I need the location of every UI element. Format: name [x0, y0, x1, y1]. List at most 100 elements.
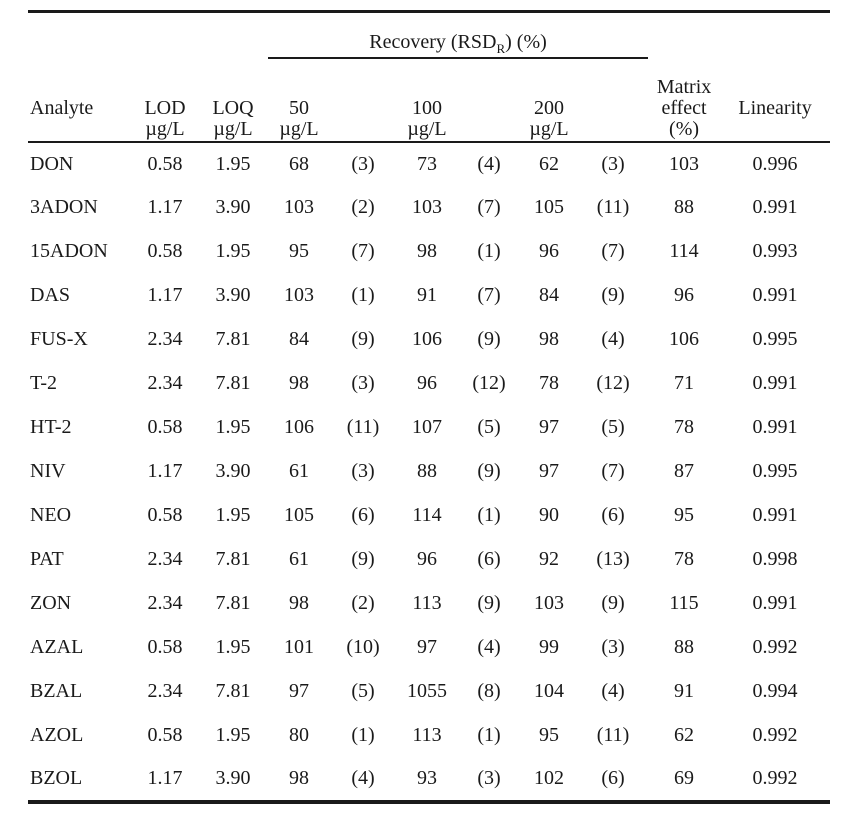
recovery-100-cell: 114: [412, 504, 442, 526]
analyte-cell: BZOL: [30, 767, 83, 789]
table-body: DON 0.58 1.95 68 (3) 73 (4) 62 (3) 103 0…: [28, 142, 830, 802]
recovery-200-rsd-cell: (7): [601, 240, 625, 262]
loq-cell: 3.90: [215, 767, 251, 789]
loq-label: LOQ: [212, 96, 254, 119]
recovery-200-cell: 99: [539, 636, 559, 658]
matrix-effect-cell: 71: [674, 372, 695, 394]
lod-cell: 1.17: [147, 767, 183, 789]
loq-unit: µg/L: [213, 117, 253, 140]
lod-label: LOD: [144, 96, 186, 119]
recovery-200-rsd-cell: (9): [601, 284, 625, 306]
table-header: Recovery (RSDR) (%) Analyte LOD µg/L LOQ…: [28, 11, 831, 143]
lod-unit: µg/L: [145, 117, 185, 140]
recovery-50-cell: 84: [289, 328, 309, 350]
recovery-100-rsd-cell: (4): [477, 636, 501, 658]
recovery-200-rsd-header-spacer: [578, 57, 649, 143]
loq-cell: 7.81: [215, 372, 251, 394]
recovery-100-cell: 106: [412, 328, 442, 350]
recovery-100-rsd-cell: (7): [477, 196, 501, 218]
recovery-label-suffix: ) (%): [505, 30, 547, 53]
results-table: Recovery (RSDR) (%) Analyte LOD µg/L LOQ…: [28, 10, 831, 804]
analyte-cell: DON: [30, 152, 74, 175]
matrix-effect-label-line3: (%): [669, 117, 700, 140]
matrix-effect-cell: 114: [669, 240, 699, 262]
recovery-100-rsd-header-spacer: [458, 57, 520, 143]
matrix-effect-column-header: Matrix effect (%): [648, 57, 721, 143]
matrix-effect-cell: 96: [674, 284, 695, 306]
analyte-cell: AZAL: [30, 636, 84, 658]
analyte-label: Analyte: [30, 96, 94, 119]
table-row: BZAL 2.34 7.81 97 (5) 1055 (8) 104 (4) 9…: [28, 670, 830, 714]
linearity-cell: 0.992: [752, 767, 798, 789]
linearity-cell: 0.991: [752, 504, 798, 526]
table-row: 15ADON 0.58 1.95 95 (7) 98 (1) 96 (7) 11…: [28, 230, 830, 274]
lod-cell: 1.17: [147, 284, 183, 306]
recovery-50-rsd-cell: (4): [351, 767, 375, 789]
recovery-label-prefix: Recovery (RSD: [369, 30, 497, 53]
recovery-50-rsd-cell: (1): [351, 724, 375, 746]
recovery-200-rsd-cell: (4): [601, 680, 625, 702]
lod-cell: 2.34: [147, 328, 183, 350]
recovery-50-cell: 103: [284, 284, 314, 306]
recovery-100-rsd-cell: (4): [477, 152, 501, 175]
recovery-200-cell: 104: [534, 680, 564, 702]
lod-cell: 0.58: [147, 724, 183, 746]
recovery-50-cell: 106: [284, 416, 314, 438]
recovery-50-rsd-cell: (3): [351, 152, 375, 175]
recovery-100-rsd-cell: (5): [477, 416, 501, 438]
analyte-cell: ZON: [30, 592, 72, 614]
recovery-100-rsd-cell: (7): [477, 284, 501, 306]
table-row: PAT 2.34 7.81 61 (9) 96 (6) 92 (13) 78 0…: [28, 538, 830, 582]
lod-cell: 1.17: [147, 460, 183, 482]
linearity-cell: 0.991: [752, 416, 798, 438]
recovery-200-column-header: 200 µg/L: [520, 57, 578, 143]
recovery-200-rsd-cell: (3): [601, 636, 625, 658]
linearity-cell: 0.998: [752, 548, 798, 570]
recovery-50-cell: 98: [289, 767, 309, 789]
lod-cell: 2.34: [147, 592, 183, 614]
table-row: DAS 1.17 3.90 103 (1) 91 (7) 84 (9) 96 0…: [28, 274, 830, 318]
table-row: NIV 1.17 3.90 61 (3) 88 (9) 97 (7) 87 0.…: [28, 450, 830, 494]
recovery-200-rsd-cell: (13): [596, 548, 630, 570]
recovery-50-cell: 61: [289, 548, 309, 570]
matrix-effect-cell: 106: [669, 328, 700, 350]
recovery-50-cell: 98: [289, 592, 309, 614]
recovery-50-cell: 95: [289, 240, 309, 262]
table-row: DON 0.58 1.95 68 (3) 73 (4) 62 (3) 103 0…: [28, 142, 830, 186]
loq-cell: 1.95: [215, 724, 251, 746]
recovery-200-rsd-cell: (4): [601, 328, 625, 350]
recovery-50-cell: 105: [284, 504, 314, 526]
matrix-effect-cell: 95: [674, 504, 695, 526]
linearity-cell: 0.993: [752, 240, 798, 262]
recovery-50-rsd-header-spacer: [330, 57, 396, 143]
recovery-50-rsd-cell: (5): [351, 680, 375, 702]
recovery-50-rsd-cell: (3): [351, 372, 375, 394]
recovery-100-cell: 1055: [407, 680, 447, 702]
recovery-200-cell: 62: [539, 152, 559, 175]
table-row: ZON 2.34 7.81 98 (2) 113 (9) 103 (9) 115…: [28, 582, 830, 626]
loq-cell: 3.90: [215, 284, 251, 306]
recovery-100-cell: 113: [412, 592, 442, 614]
recovery-50-cell: 101: [284, 636, 314, 658]
analyte-cell: BZAL: [30, 680, 83, 702]
loq-cell: 1.95: [215, 504, 251, 526]
lod-column-header: LOD µg/L: [132, 57, 198, 143]
loq-cell: 7.81: [215, 680, 251, 702]
recovery-50-cell: 68: [289, 152, 309, 175]
lod-cell: 0.58: [147, 416, 183, 438]
recovery-100-rsd-cell: (12): [472, 372, 506, 394]
analyte-cell: T-2: [30, 372, 58, 394]
recovery-200-rsd-cell: (6): [601, 504, 625, 526]
recovery-100-rsd-cell: (9): [477, 592, 501, 614]
recovery-200-cell: 84: [539, 284, 559, 306]
table-row: AZAL 0.58 1.95 101 (10) 97 (4) 99 (3) 88…: [28, 626, 830, 670]
recovery-100-cell: 103: [412, 196, 442, 218]
linearity-cell: 0.995: [752, 328, 798, 350]
recovery-200-cell: 95: [539, 724, 559, 746]
table-row: 3ADON 1.17 3.90 103 (2) 103 (7) 105 (11)…: [28, 186, 830, 230]
matrix-effect-cell: 88: [674, 636, 695, 658]
recovery-group-row: Recovery (RSDR) (%): [28, 11, 830, 59]
recovery-50-label: 50: [289, 96, 309, 119]
recovery-50-rsd-cell: (1): [351, 284, 375, 306]
recovery-100-rsd-cell: (1): [477, 504, 501, 526]
